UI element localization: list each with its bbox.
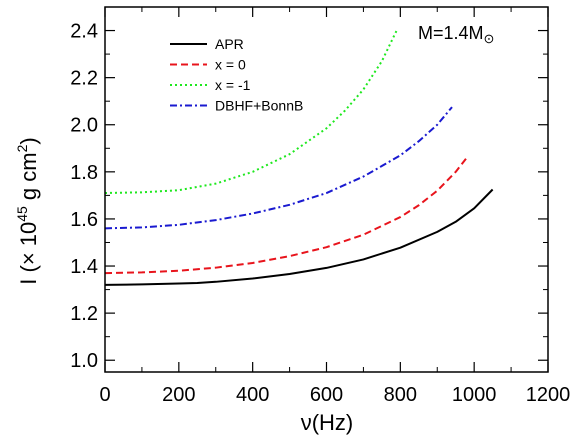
legend-label-3: x = -1 xyxy=(215,77,251,93)
x-tick-label: 800 xyxy=(384,384,417,406)
sun-symbol-icon: ⊙ xyxy=(484,31,495,46)
y-axis-title-prefix: I (× 10 xyxy=(16,222,41,285)
mass-annotation-main: M=1.4M xyxy=(418,23,484,43)
x-tick-label: 1000 xyxy=(452,384,497,406)
x-tick-label: 1200 xyxy=(526,384,571,406)
y-axis-title: I (× 1045 g cm2) xyxy=(14,137,41,284)
y-axis-title-suffix: ) xyxy=(16,137,41,144)
series-lines xyxy=(104,30,494,286)
y-tick-label: 1.2 xyxy=(70,303,98,325)
series-line-1 xyxy=(104,188,494,286)
y-tick-label: 2.4 xyxy=(70,21,98,43)
axis-ticks xyxy=(104,7,549,372)
plot-frame xyxy=(104,6,549,373)
y-axis-title-mid: g cm xyxy=(16,152,41,206)
x-axis-title: ν(Hz) xyxy=(301,410,354,435)
y-tick-label: 1.0 xyxy=(70,350,98,372)
y-tick-label: 2.2 xyxy=(70,68,98,90)
y-axis-title-exp1: 45 xyxy=(14,206,30,222)
y-axis-title-exp2: 2 xyxy=(14,144,30,152)
mass-annotation: M=1.4M⊙ xyxy=(418,23,494,46)
tick-labels: 0 200 400 600 800 1000 1200 1.0 1.2 1.4 1.6 1.8 2.0 2… xyxy=(70,21,570,406)
x-tick-label: 600 xyxy=(310,384,343,406)
legend: APR x = 0 x = -1 DBHF+BonnB xyxy=(170,36,303,114)
y-tick-label: 1.4 xyxy=(70,256,98,278)
y-tick-label: 1.6 xyxy=(70,209,98,231)
series-line-3 xyxy=(104,30,398,195)
legend-label-1: APR xyxy=(215,36,244,52)
y-tick-label: 2.0 xyxy=(70,115,98,137)
series-line-2 xyxy=(104,157,468,275)
series-line-4 xyxy=(104,106,453,230)
legend-label-4: DBHF+BonnB xyxy=(215,98,303,114)
x-tick-label: 0 xyxy=(99,384,110,406)
y-tick-label: 1.8 xyxy=(70,162,98,184)
x-tick-label: 200 xyxy=(162,384,195,406)
legend-label-2: x = 0 xyxy=(215,57,246,73)
x-tick-label: 400 xyxy=(236,384,269,406)
